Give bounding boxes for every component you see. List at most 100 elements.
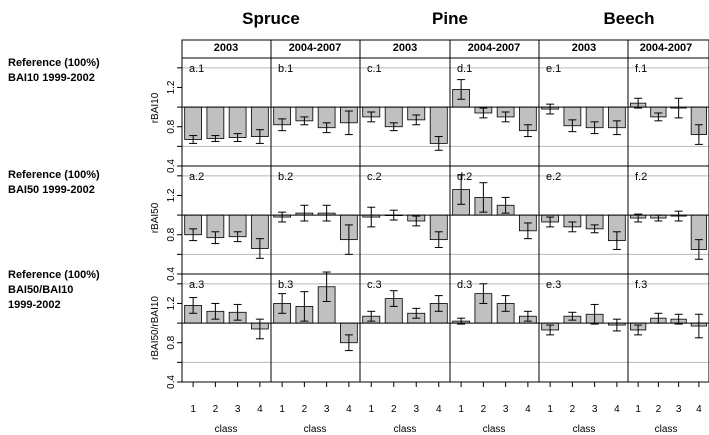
panel-d-3: d.3 [449, 273, 540, 383]
period-header: 2004-2007 [468, 42, 521, 54]
x-tick-label: 1 [368, 404, 374, 415]
x-axis-title: class [304, 424, 327, 435]
panel-label: e.2 [546, 171, 561, 183]
y-axis-title: rBAI50/rBAI10 [150, 296, 161, 360]
species-title-pine: Pine [432, 9, 468, 28]
x-tick-label: 1 [458, 404, 464, 415]
panel-label: d.2 [457, 171, 472, 183]
y-tick-label: 1.2 [166, 80, 177, 94]
panel-label: b.3 [278, 279, 293, 291]
panel-label: a.1 [189, 63, 204, 75]
row-reference-label: BAI50 1999-2002 [8, 184, 95, 196]
species-title-spruce: Spruce [242, 9, 300, 28]
panel-f-1: f.1 [627, 57, 709, 167]
y-tick-label: 0.4 [166, 267, 177, 281]
row-reference-label: Reference (100%) [8, 269, 100, 281]
y-tick-label: 0.8 [166, 119, 177, 133]
period-header: 2003 [393, 42, 417, 54]
panel-label: e.1 [546, 63, 561, 75]
panel-label: d.3 [457, 279, 472, 291]
x-tick-label: 4 [696, 404, 702, 415]
panel-a-2: a.2 [181, 165, 272, 275]
x-tick-label: 2 [570, 404, 576, 415]
x-tick-label: 2 [302, 404, 308, 415]
x-tick-label: 1 [547, 404, 553, 415]
panel-label: d.1 [457, 63, 472, 75]
row-reference-label: 1999-2002 [8, 299, 61, 311]
x-axis-title: class [483, 424, 506, 435]
panel-d-2: d.2 [449, 165, 540, 275]
panel-f-2: f.2 [627, 165, 709, 275]
y-tick-label: 0.8 [166, 227, 177, 241]
species-title-beech: Beech [603, 9, 654, 28]
x-tick-label: 2 [391, 404, 397, 415]
row-reference-label: Reference (100%) [8, 169, 100, 181]
x-tick-label: 1 [635, 404, 641, 415]
panel-label: c.3 [367, 279, 382, 291]
panel-a-3: a.3 [181, 273, 272, 383]
panel-label: a.3 [189, 279, 204, 291]
panel-f-3: f.3 [627, 273, 709, 383]
x-axis-title: class [394, 424, 417, 435]
y-tick-label: 1.2 [166, 296, 177, 310]
panel-label: e.3 [546, 279, 561, 291]
row-reference-label: BAI10 1999-2002 [8, 72, 95, 84]
y-axis-title: rBAI50 [150, 202, 161, 233]
x-tick-label: 4 [346, 404, 352, 415]
panel-label: c.2 [367, 171, 382, 183]
panel-label: c.1 [367, 63, 382, 75]
row-reference-label: BAI50/BAI10 [8, 284, 73, 296]
panel-c-1: c.1 [359, 57, 451, 167]
panel-label: b.1 [278, 63, 293, 75]
x-tick-label: 2 [481, 404, 487, 415]
panel-e-1: e.1 [538, 57, 629, 167]
row-reference-label: Reference (100%) [8, 57, 100, 69]
period-header: 2004-2007 [289, 42, 342, 54]
x-tick-label: 1 [279, 404, 285, 415]
x-tick-label: 3 [676, 404, 682, 415]
panel-c-3: c.3 [359, 273, 451, 383]
period-header: 2003 [214, 42, 238, 54]
panel-label: b.2 [278, 171, 293, 183]
panel-e-2: e.2 [538, 165, 629, 275]
x-tick-label: 4 [614, 404, 620, 415]
bar [206, 106, 225, 139]
y-tick-label: 0.8 [166, 335, 177, 349]
panel-label: f.3 [635, 279, 647, 291]
x-tick-label: 3 [592, 404, 598, 415]
bar [228, 106, 247, 138]
period-header-box [627, 39, 709, 59]
panel-b-2: b.2 [270, 165, 361, 275]
panel-label: a.2 [189, 171, 204, 183]
x-tick-label: 4 [257, 404, 263, 415]
panel-d-1: d.1 [449, 57, 540, 167]
x-axis-title: class [655, 424, 678, 435]
period-header: 2004-2007 [640, 42, 693, 54]
y-axis-title: rBAI10 [150, 92, 161, 123]
x-axis-title: class [573, 424, 596, 435]
x-tick-label: 2 [656, 404, 662, 415]
x-tick-label: 4 [436, 404, 442, 415]
x-tick-label: 1 [190, 404, 196, 415]
panel-a-1: a.1 [181, 57, 272, 167]
panel-e-3: e.3 [538, 273, 629, 383]
y-tick-label: 0.4 [166, 375, 177, 389]
x-tick-label: 3 [235, 404, 241, 415]
bar [184, 106, 202, 140]
x-tick-label: 2 [213, 404, 219, 415]
panel-label: f.1 [635, 63, 647, 75]
panel-b-1: b.1 [270, 57, 361, 167]
panel-c-2: c.2 [359, 165, 451, 275]
y-tick-label: 1.2 [166, 188, 177, 202]
x-axis-title: class [215, 424, 238, 435]
x-tick-label: 3 [413, 404, 419, 415]
panel-label: f.2 [635, 171, 647, 183]
y-tick-label: 0.4 [166, 159, 177, 173]
panel-frame [627, 273, 709, 383]
x-tick-label: 3 [324, 404, 330, 415]
period-header: 2003 [572, 42, 596, 54]
x-tick-label: 4 [525, 404, 531, 415]
panel-b-3: b.3 [270, 271, 361, 383]
x-tick-label: 3 [503, 404, 509, 415]
